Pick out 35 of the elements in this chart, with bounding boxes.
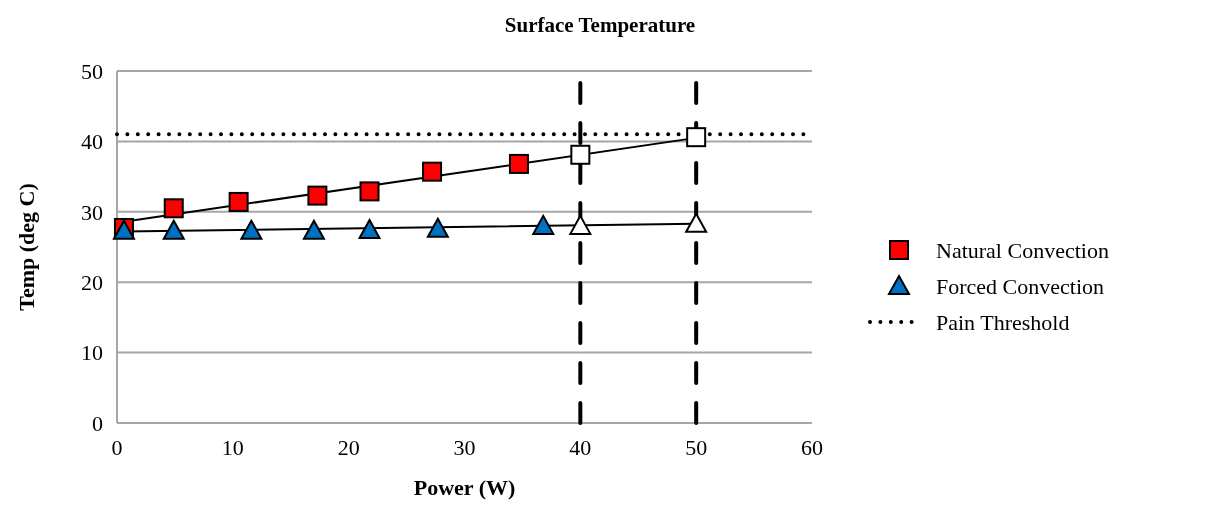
point [422, 161, 443, 182]
y-tick-label: 10 [81, 340, 103, 366]
point [686, 127, 707, 148]
y-tick-label: 50 [81, 58, 103, 84]
x-tick-label: 30 [453, 435, 476, 460]
x-axis-title: Power (W) [413, 475, 516, 500]
x-tick-label: 60 [801, 435, 823, 460]
point [685, 212, 708, 233]
point [302, 219, 325, 240]
y-tick-label: 40 [81, 129, 103, 155]
legend-label: Natural Convection [936, 237, 1109, 263]
point [570, 144, 591, 165]
point [359, 181, 380, 202]
point [228, 191, 249, 212]
y-tick-label: 20 [81, 269, 103, 295]
x-tick-label: 0 [111, 435, 123, 460]
legend-label: Forced Convection [936, 273, 1105, 299]
point [508, 153, 529, 174]
point [358, 219, 381, 240]
point [426, 217, 449, 238]
x-tick-label: 50 [685, 435, 708, 460]
point [240, 219, 263, 240]
y-tick-label: 0 [92, 410, 103, 436]
y-tick-label: 30 [81, 199, 103, 225]
x-tick-label: 20 [337, 435, 360, 460]
point [162, 219, 185, 240]
point [532, 214, 555, 235]
x-tick-label: 40 [569, 435, 592, 460]
point [569, 214, 592, 235]
x-tick-label: 10 [221, 435, 244, 460]
legend-label: Pain Threshold [936, 309, 1070, 335]
point [163, 198, 184, 219]
chart-title: Surface Temperature [504, 13, 696, 37]
point [307, 185, 328, 206]
y-axis-title: Temp (deg C) [14, 183, 39, 311]
